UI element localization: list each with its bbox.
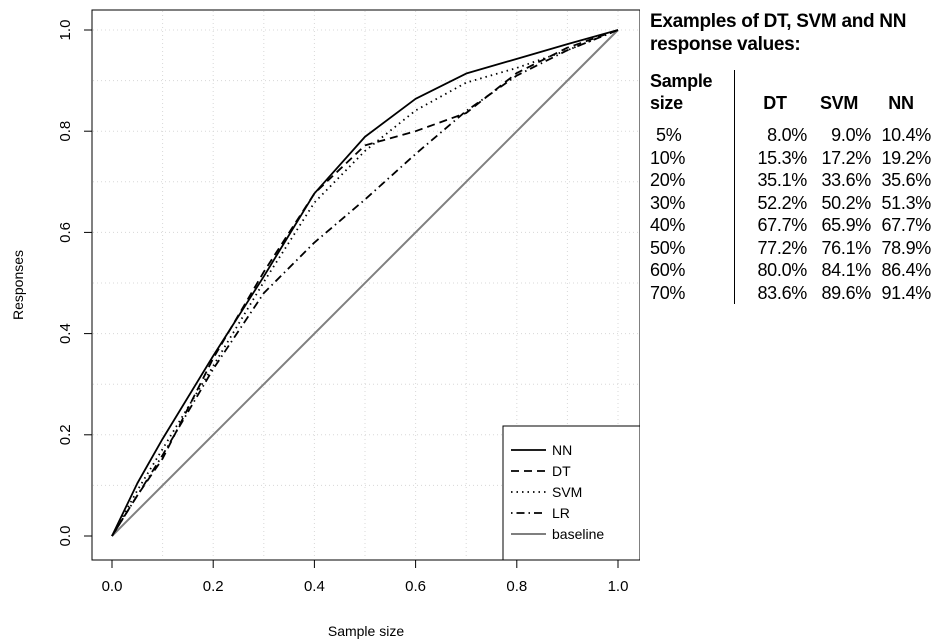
cell-nn: 51.3% [881, 192, 931, 213]
response-values-table: Sample size DT SVM NN 5% 8.0% 9.0% 10.4% 10… [650, 70, 931, 304]
cell-dt: 35.1% [757, 170, 807, 190]
cell-svm: 9.0% [831, 125, 871, 145]
cell-svm: 33.6% [821, 170, 871, 190]
y-axis-title: Responses [10, 250, 26, 320]
x-tick-label: 0.0 [102, 578, 123, 595]
header-sample-size: Sample size [650, 70, 735, 124]
table-row: 30% 52.2% 50.2% 51.3% [650, 191, 931, 214]
table-row: 50% 77.2% 76.1% 78.9% [650, 236, 931, 259]
cell-sample: 20% [650, 169, 735, 192]
panel-title-line-1: Examples of DT, SVM and NN [650, 11, 907, 32]
x-axis-title: Sample size [328, 623, 404, 639]
response-values-panel: Examples of DT, SVM and NN response valu… [650, 10, 936, 304]
cell-dt: 8.0% [767, 125, 807, 145]
y-tick-label: 0.4 [57, 323, 74, 344]
cell-sample: 70% [650, 281, 735, 304]
gain-chart: 0.0 0.2 0.4 0.6 0.8 1.0 0.0 0.2 0.4 0.6 0.8 1.0 Sam… [10, 9, 640, 639]
panel-title: Examples of DT, SVM and NN response valu… [650, 10, 936, 56]
cell-dt: 80.0% [757, 260, 807, 280]
series-line-nn [111, 29, 619, 537]
cell-nn: 67.7% [881, 215, 931, 235]
cell-sample: 30% [650, 191, 735, 214]
legend: NN DT SVM LR baseline [502, 425, 640, 561]
cell-svm: 89.6% [821, 282, 871, 303]
y-tick-label: 0.8 [57, 121, 74, 142]
cell-dt: 52.2% [757, 192, 807, 213]
cell-sample: 10% [650, 146, 735, 169]
cell-nn: 19.2% [881, 147, 931, 168]
cell-nn: 10.4% [881, 125, 931, 145]
legend-label-lr: LR [552, 505, 570, 521]
legend-label-svm: SVM [552, 484, 582, 500]
cell-sample: 60% [650, 259, 735, 282]
x-tick-label: 1.0 [608, 578, 629, 595]
cell-dt: 77.2% [757, 237, 807, 258]
x-tick-label: 0.8 [506, 578, 527, 595]
y-tick-label: 1.0 [57, 20, 74, 41]
y-tick-label: 0.2 [57, 424, 74, 445]
panel-title-line-2: response values: [650, 34, 801, 55]
cell-nn: 86.4% [881, 260, 931, 280]
x-tick-label: 0.6 [405, 578, 426, 595]
series-line-baseline [111, 29, 619, 537]
y-tick-label: 0.6 [57, 222, 74, 243]
cell-dt: 83.6% [757, 282, 807, 303]
x-tick-label: 0.4 [304, 578, 325, 595]
series-lines [111, 29, 619, 537]
table-row: 40% 67.7% 65.9% 67.7% [650, 214, 931, 237]
cell-svm: 50.2% [821, 192, 871, 213]
cell-nn: 35.6% [881, 170, 931, 190]
table-row: 5% 8.0% 9.0% 10.4% [650, 124, 931, 147]
plot-frame [91, 9, 640, 561]
cell-sample: 40% [650, 214, 735, 237]
legend-label-dt: DT [552, 463, 571, 479]
y-tick-label: 0.0 [57, 526, 74, 547]
legend-box [502, 425, 640, 561]
cell-dt: 67.7% [757, 215, 807, 235]
cell-dt: 15.3% [757, 147, 807, 168]
series-line-lr [111, 29, 619, 537]
cell-nn: 78.9% [881, 237, 931, 258]
table-row: 70% 83.6% 89.6% 91.4% [650, 281, 931, 304]
cell-svm: 17.2% [821, 147, 871, 168]
cell-svm: 76.1% [821, 237, 871, 258]
legend-label-baseline: baseline [552, 526, 604, 542]
x-tick-label: 0.2 [203, 578, 224, 595]
header-nn: NN [888, 93, 914, 113]
table-header-row: Sample size DT SVM NN [650, 70, 931, 124]
header-dt: DT [763, 93, 787, 113]
cell-sample: 50% [650, 236, 735, 259]
table-row: 60% 80.0% 84.1% 86.4% [650, 259, 931, 282]
table-row: 10% 15.3% 17.2% 19.2% [650, 146, 931, 169]
legend-label-nn: NN [552, 442, 572, 458]
cell-nn: 91.4% [881, 282, 931, 303]
axes: 0.0 0.2 0.4 0.6 0.8 1.0 0.0 0.2 0.4 0.6 0.8 1.0 [57, 20, 628, 595]
series-line-dt [111, 29, 619, 537]
table-row: 20% 35.1% 33.6% 35.6% [650, 169, 931, 192]
cell-svm: 65.9% [821, 215, 871, 235]
cell-svm: 84.1% [821, 260, 871, 280]
cell-sample: 5% [650, 124, 735, 147]
header-svm: SVM [819, 93, 859, 113]
